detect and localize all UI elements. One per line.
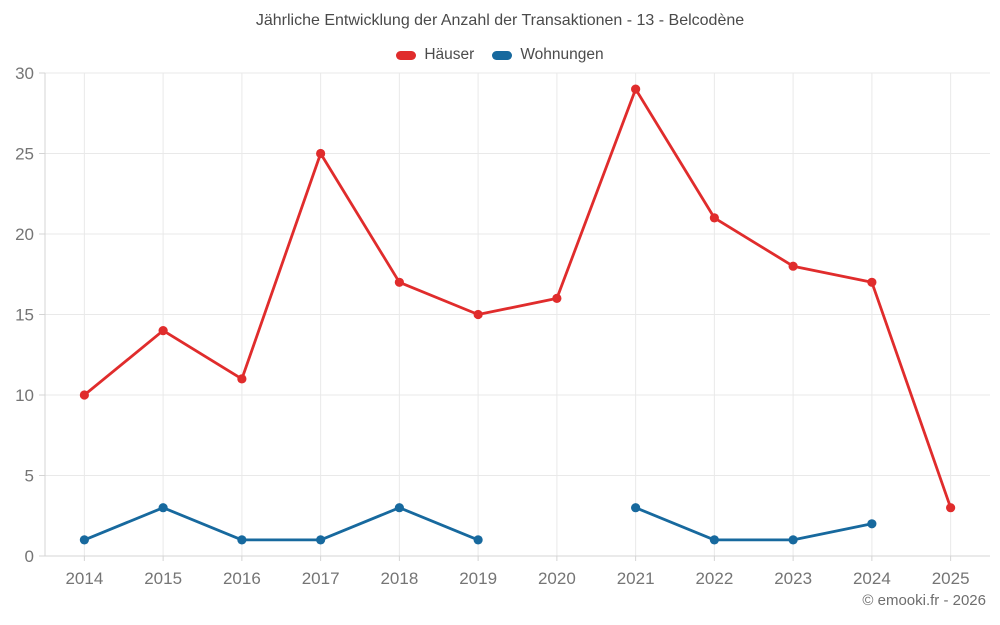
series-line	[82, 87, 953, 510]
y-tick-label: 15	[15, 306, 34, 325]
legend-item-1[interactable]: Wohnungen	[492, 46, 604, 64]
data-point	[158, 326, 168, 336]
x-axis-labels: 2014 2015 2016 2017 2018 2019 2020 2021 2022 2023…	[65, 569, 969, 588]
y-tick-label: 25	[15, 145, 34, 164]
series-1	[79, 503, 877, 545]
x-tick-label: 2022	[695, 569, 733, 588]
data-point	[788, 261, 798, 271]
data-point	[158, 503, 168, 513]
x-tick-label: 2019	[459, 569, 497, 588]
data-point	[631, 84, 641, 94]
legend-item-0[interactable]: Häuser	[396, 46, 474, 64]
data-point	[316, 535, 326, 545]
x-tick-label: 2025	[932, 569, 970, 588]
y-tick-label: 5	[25, 467, 34, 486]
series-0	[79, 84, 956, 513]
data-point	[473, 309, 483, 320]
x-tick-label: 2023	[774, 569, 812, 588]
chart-title: Jährliche Entwicklung der Anzahl der Tra…	[255, 12, 745, 29]
x-tick-label: 2017	[302, 569, 340, 588]
data-point	[867, 277, 877, 287]
legend-swatch	[396, 50, 417, 60]
x-tick-label: 2020	[538, 569, 576, 588]
y-tick-label: 0	[25, 547, 34, 566]
x-tick-label: 2021	[617, 569, 655, 588]
data-point	[237, 535, 247, 545]
data-point	[552, 293, 562, 303]
y-tick-label: 10	[15, 386, 34, 405]
data-point	[709, 535, 719, 545]
data-point	[867, 519, 877, 529]
copyright-footer: © emooki.fr - 2026	[862, 592, 986, 609]
gridlines	[45, 72, 990, 556]
x-tick-label: 2015	[144, 569, 182, 588]
data-point	[316, 148, 326, 159]
data-point	[237, 374, 247, 384]
y-tick-label: 20	[15, 225, 34, 244]
legend-swatch	[492, 50, 513, 60]
y-tick-label: 30	[15, 64, 34, 83]
data-point	[946, 503, 956, 513]
x-tick-label: 2016	[223, 569, 261, 588]
data-point	[473, 535, 483, 545]
chart-legend: Häuser Wohnungen	[0, 46, 1000, 64]
axes	[39, 72, 990, 561]
data-point	[788, 535, 798, 545]
legend-label: Häuser	[424, 46, 475, 63]
data-point	[709, 213, 719, 223]
x-tick-label: 2024	[853, 569, 891, 588]
x-tick-label: 2018	[380, 569, 418, 588]
y-axis-labels: 0 5 10 15 20 25 30	[15, 64, 34, 566]
data-point	[631, 503, 641, 513]
data-point	[394, 277, 404, 287]
data-point	[79, 535, 89, 545]
series-line	[634, 506, 874, 542]
series-line	[82, 506, 480, 542]
data-point	[79, 390, 89, 400]
x-tick-label: 2014	[65, 569, 103, 588]
legend-label: Wohnungen	[520, 46, 604, 63]
data-point	[394, 503, 404, 513]
